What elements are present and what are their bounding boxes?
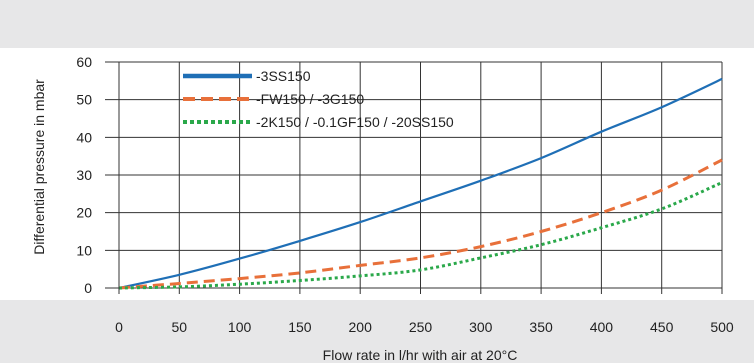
x-tick-label: 350 [529, 319, 553, 335]
legend-label-3: -2K150 / -0.1GF150 / -20SS150 [256, 114, 454, 130]
y-tick-label: 10 [76, 242, 92, 258]
series-line-2 [118, 158, 723, 290]
y-axis-label: Differential pressure in mbar [31, 79, 47, 255]
x-tick-label: 50 [172, 319, 188, 335]
x-tick-label: 450 [650, 319, 674, 335]
y-tick-label: 20 [76, 205, 92, 221]
series-line-1 [118, 77, 723, 290]
series-group [118, 77, 723, 290]
y-tick-label: 50 [76, 92, 92, 108]
x-tick-label: 0 [115, 319, 123, 335]
y-tick-label: 0 [84, 280, 92, 296]
legend: -3SS150 -FW150 / -3G150 -2K150 / -0.1GF150… [183, 68, 454, 130]
legend-label-2: -FW150 / -3G150 [256, 91, 364, 107]
y-tick-label: 60 [76, 54, 92, 70]
x-tick-label: 400 [590, 319, 614, 335]
x-axis-band [0, 300, 754, 363]
x-tick-label: 200 [349, 319, 373, 335]
x-tick-label: 150 [288, 319, 312, 335]
plot-backdrop [0, 48, 754, 300]
x-tick-label: 250 [409, 319, 433, 335]
x-axis-label: Flow rate in l/hr with air at 20°C [323, 347, 518, 363]
legend-label-1: -3SS150 [256, 68, 311, 84]
y-tick-label: 40 [76, 129, 92, 145]
y-tick-label: 30 [76, 167, 92, 183]
x-tick-label: 100 [228, 319, 252, 335]
series-line-3 [118, 181, 723, 290]
grid [0, 61, 754, 363]
x-tick-label: 300 [469, 319, 493, 335]
axes: 0 50 100 150 200 250 300 350 400 450 500 0 10 20 30 40 5… [76, 54, 733, 335]
x-tick-label: 500 [710, 319, 734, 335]
